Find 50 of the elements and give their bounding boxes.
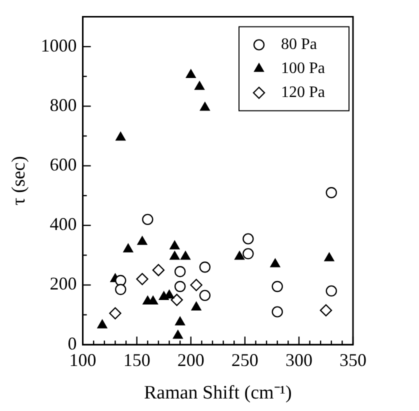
point bbox=[270, 258, 280, 268]
point bbox=[152, 264, 165, 276]
point bbox=[194, 81, 204, 90]
x-tick-label: 250 bbox=[231, 350, 258, 370]
point bbox=[175, 316, 185, 326]
point bbox=[174, 266, 186, 278]
point bbox=[137, 236, 148, 245]
legend-label: 80 Pa bbox=[281, 36, 317, 54]
point bbox=[115, 284, 126, 296]
point bbox=[326, 285, 337, 297]
point bbox=[272, 280, 283, 292]
point bbox=[326, 187, 337, 198]
x-tick-label: 200 bbox=[177, 350, 204, 370]
y-tick-label: 400 bbox=[50, 214, 77, 234]
point bbox=[191, 302, 202, 310]
point bbox=[115, 274, 126, 286]
legend-label: 100 Pa bbox=[281, 60, 325, 78]
point bbox=[170, 251, 180, 260]
point bbox=[170, 294, 183, 306]
point bbox=[123, 244, 134, 252]
point bbox=[136, 272, 148, 286]
point bbox=[242, 233, 254, 244]
point bbox=[170, 240, 180, 250]
point bbox=[242, 248, 254, 260]
y-tick-label: 800 bbox=[50, 94, 77, 115]
point bbox=[320, 304, 332, 316]
x-axis-title: Raman Shift (cm⁻¹) bbox=[144, 382, 292, 404]
point bbox=[200, 102, 210, 111]
point bbox=[272, 306, 283, 318]
point bbox=[234, 251, 244, 260]
x-tick-label: 300 bbox=[285, 350, 312, 370]
point bbox=[180, 251, 190, 260]
point bbox=[324, 252, 334, 262]
y-axis-title: τ (sec) bbox=[8, 156, 30, 206]
point bbox=[109, 307, 122, 320]
y-tick-label: 600 bbox=[50, 154, 77, 175]
point bbox=[142, 214, 154, 226]
point bbox=[199, 290, 211, 302]
point bbox=[97, 320, 108, 328]
point bbox=[190, 278, 202, 292]
point bbox=[172, 330, 183, 339]
legend-label: 120 Pa bbox=[281, 84, 325, 102]
point bbox=[174, 280, 186, 292]
y-tick-label: 200 bbox=[50, 274, 77, 294]
point bbox=[186, 69, 196, 78]
point bbox=[199, 262, 211, 273]
x-tick-label: 350 bbox=[340, 350, 366, 370]
y-tick-label: 1000 bbox=[40, 35, 77, 56]
x-tick-label: 150 bbox=[123, 350, 150, 370]
point bbox=[116, 132, 126, 141]
